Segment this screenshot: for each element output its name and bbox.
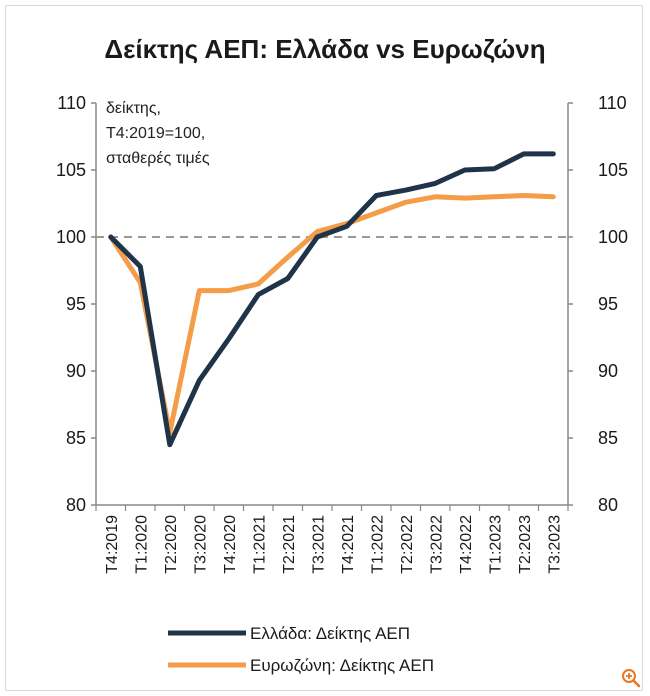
chart-title: Δείκτης ΑΕΠ: Ελλάδα vs Ευρωζώνη xyxy=(104,34,546,64)
note-line: Τ4:2019=100, xyxy=(106,125,206,142)
x-tick-label: Τ3:2022 xyxy=(428,515,445,574)
x-tick-label: Τ4:2022 xyxy=(458,515,475,574)
y-tick-label-left: 85 xyxy=(66,428,86,448)
chart-note: δείκτης, Τ4:2019=100, σταθερές τιμές xyxy=(106,96,210,171)
y-tick-label-right: 110 xyxy=(598,93,627,113)
x-tick-label: Τ2:2020 xyxy=(163,515,180,574)
legend-label-greece: Ελλάδα: Δείκτης ΑΕΠ xyxy=(250,624,410,643)
note-line: δείκτης, xyxy=(106,100,161,117)
y-tick-label-right: 100 xyxy=(598,227,628,247)
greece-series-line xyxy=(108,151,556,448)
zoom-in-icon[interactable] xyxy=(621,668,641,688)
y-tick-label-left: 80 xyxy=(66,495,86,515)
y-tick-label-left: 110 xyxy=(57,93,86,113)
y-tick-label-left: 100 xyxy=(56,227,86,247)
y-tick-label-right: 90 xyxy=(598,361,618,381)
x-tick-label: Τ3:2021 xyxy=(310,515,327,574)
x-tick-label: Τ1:2020 xyxy=(133,515,150,574)
x-tick-label: Τ2:2022 xyxy=(399,515,416,574)
y-tick-label-left: 90 xyxy=(66,361,86,381)
x-tick-label: Τ3:2023 xyxy=(546,515,563,574)
y-tick-label-left: 105 xyxy=(56,160,86,180)
y-tick-label-right: 80 xyxy=(598,495,618,515)
y-tick-label-right: 105 xyxy=(598,160,628,180)
y-tick-label-right: 95 xyxy=(598,294,618,314)
legend-label-eurozone: Ευρωζώνη: Δείκτης ΑΕΠ xyxy=(250,656,434,675)
x-tick-label: Τ2:2023 xyxy=(517,515,534,574)
x-tick-label: Τ4:2021 xyxy=(340,515,357,574)
eurozone-series-line xyxy=(108,193,556,436)
y-tick-label-left: 95 xyxy=(66,294,86,314)
chart-frame xyxy=(5,5,643,691)
y-tick-label-right: 85 xyxy=(598,428,618,448)
x-tick-label: Τ3:2020 xyxy=(192,515,209,574)
x-tick-label: Τ1:2022 xyxy=(369,515,386,574)
note-line: σταθερές τιμές xyxy=(106,150,210,167)
x-tick-label: Τ2:2021 xyxy=(281,515,298,574)
x-tick-label: Τ4:2020 xyxy=(222,515,239,574)
x-tick-label: Τ1:2023 xyxy=(487,515,504,574)
x-tick-label: Τ4:2019 xyxy=(104,515,121,574)
x-tick-label: Τ1:2021 xyxy=(251,515,268,574)
